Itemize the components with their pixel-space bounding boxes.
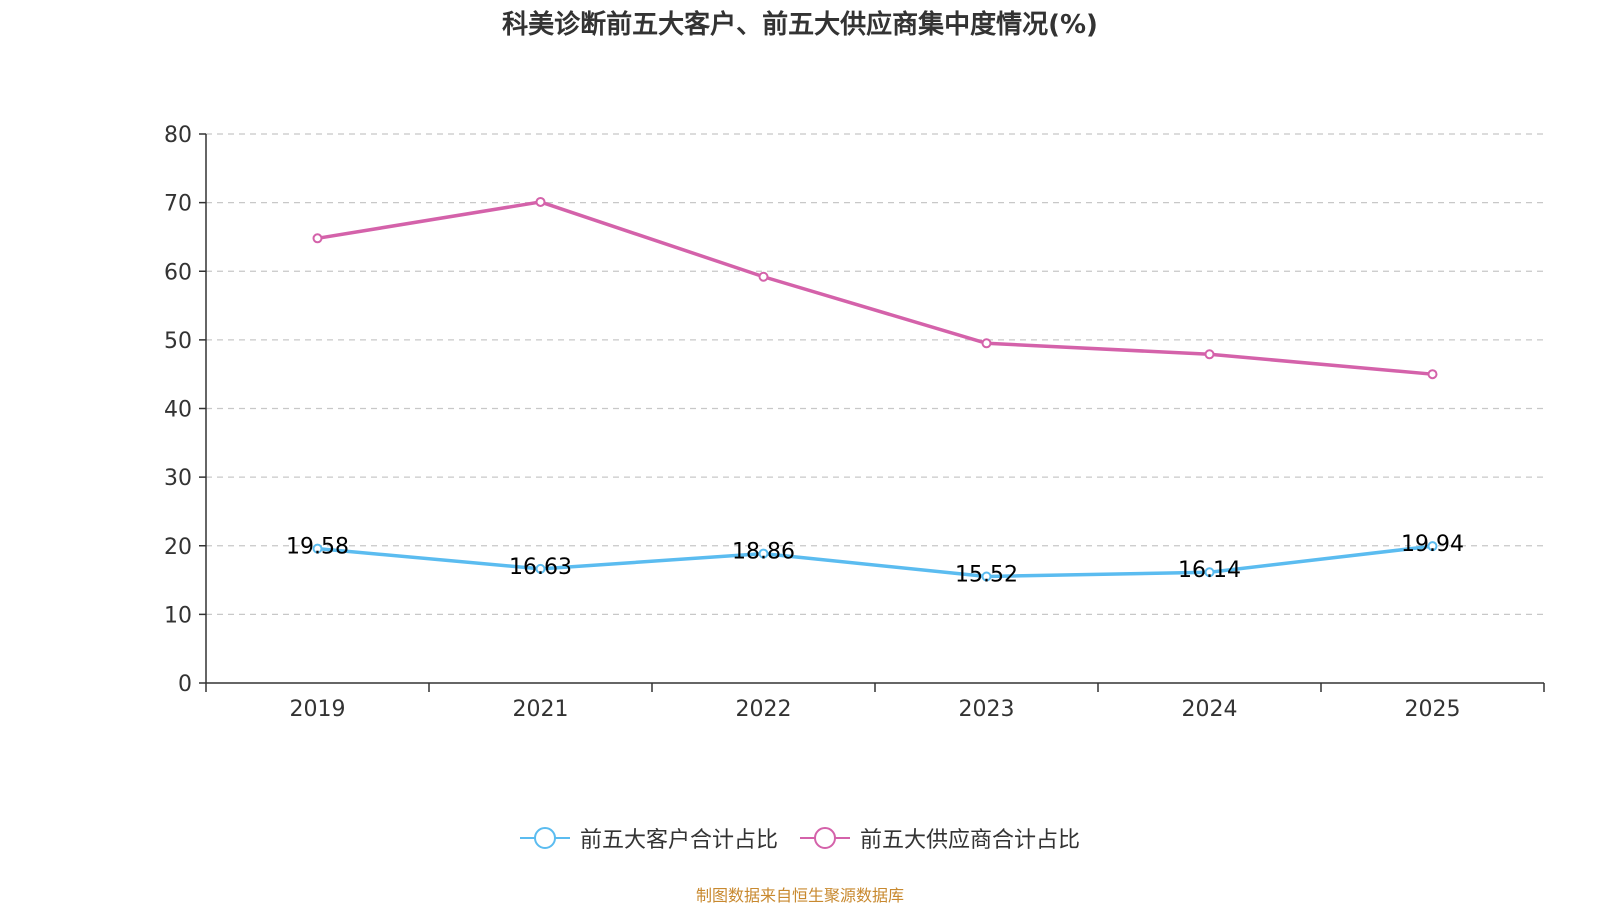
y-tick-label: 10	[164, 603, 192, 628]
x-tick-label: 2024	[1182, 697, 1238, 722]
y-tick-label: 20	[164, 535, 192, 560]
data-point[interactable]	[312, 233, 323, 244]
data-point[interactable]	[1204, 349, 1215, 360]
data-point[interactable]	[1427, 369, 1438, 380]
x-tick-label: 2019	[290, 697, 346, 722]
legend-line-circle-icon	[519, 827, 570, 849]
data-point[interactable]	[981, 571, 992, 582]
data-point[interactable]	[981, 338, 992, 349]
data-point[interactable]	[758, 548, 769, 559]
data-label: 18.86	[732, 540, 795, 565]
x-tick-label: 2021	[513, 697, 569, 722]
legend-label-customers: 前五大客户合计占比	[579, 828, 778, 853]
y-tick-label: 30	[164, 466, 192, 491]
data-label: 16.14	[1178, 558, 1241, 583]
legend-line-circle-icon	[800, 827, 850, 849]
data-label: 19.94	[1401, 532, 1464, 557]
x-tick-label: 2025	[1405, 697, 1461, 722]
data-point[interactable]	[758, 271, 769, 282]
y-tick-label: 60	[164, 260, 192, 285]
x-tick-label: 2022	[736, 697, 792, 722]
legend-item-suppliers[interactable]: 前五大供应商合计占比	[800, 822, 1080, 854]
data-point[interactable]	[1427, 541, 1438, 552]
data-label: 19.58	[286, 535, 349, 560]
legend-item-customers[interactable]: 前五大客户合计占比	[519, 822, 778, 854]
y-tick-label: 80	[164, 123, 192, 148]
data-point[interactable]	[535, 563, 546, 574]
data-point[interactable]	[312, 543, 323, 554]
data-label: 15.52	[955, 562, 1018, 587]
series-line-0	[317, 544, 1433, 579]
x-tick-label: 2023	[959, 697, 1015, 722]
data-point[interactable]	[535, 196, 546, 207]
y-tick-label: 0	[178, 672, 192, 697]
data-point[interactable]	[1204, 567, 1215, 578]
source-note: 制图数据来自恒生聚源数据库	[695, 886, 904, 905]
y-tick-label: 70	[164, 192, 192, 217]
chart-title: 科美诊断前五大客户、前五大供应商集中度情况(%)	[502, 10, 1098, 40]
series-line-1	[317, 200, 1433, 376]
data-label: 16.63	[509, 555, 572, 580]
y-tick-label: 40	[164, 398, 192, 423]
legend: 前五大客户合计占比 前五大供应商合计占比	[0, 822, 1600, 854]
legend-label-suppliers: 前五大供应商合计占比	[860, 828, 1081, 853]
y-tick-label: 50	[164, 329, 192, 354]
